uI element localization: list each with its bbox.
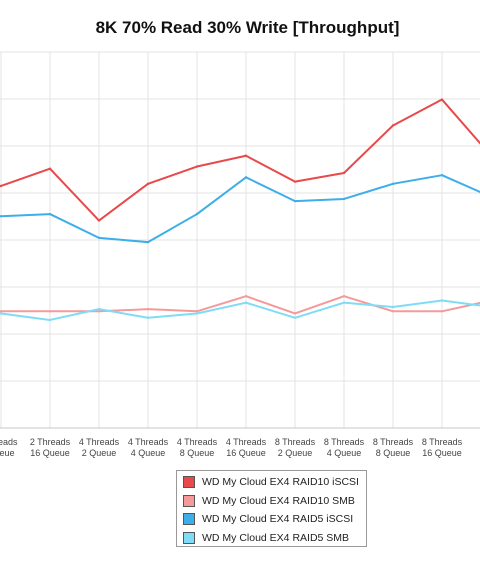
data-point <box>244 294 248 298</box>
data-point <box>0 312 3 315</box>
legend-item: WD My Cloud EX4 RAID5 SMB <box>177 529 366 548</box>
data-point <box>244 154 248 157</box>
data-point <box>195 310 199 313</box>
legend: WD My Cloud EX4 RAID10 iSCSI WD My Cloud … <box>176 470 367 547</box>
data-point <box>48 212 52 216</box>
data-point <box>146 316 150 319</box>
legend-label: WD My Cloud EX4 RAID10 iSCSI <box>202 476 359 489</box>
data-point <box>146 307 150 311</box>
x-tick-label: 4 Threads <box>177 437 218 447</box>
legend-item: WD My Cloud EX4 RAID5 iSCSI <box>177 510 366 529</box>
x-tick-label: 2 Queue <box>82 448 117 458</box>
legend-swatch <box>183 513 195 526</box>
x-tick-label: Threads <box>0 437 18 447</box>
data-point <box>293 180 297 183</box>
data-point <box>48 310 52 313</box>
data-point <box>342 301 346 304</box>
data-point <box>440 98 444 101</box>
data-point <box>244 176 248 179</box>
data-point <box>440 173 444 177</box>
data-point <box>293 199 297 203</box>
series-line-0 <box>0 98 480 222</box>
data-point <box>440 310 444 313</box>
data-point <box>0 310 3 313</box>
data-point <box>195 165 199 168</box>
legend-label: WD My Cloud EX4 RAID5 SMB <box>202 531 350 544</box>
x-tick-label: 8 Queue <box>180 448 215 458</box>
legend-label: WD My Cloud EX4 RAID5 iSCSI <box>202 513 354 526</box>
data-point <box>440 299 444 302</box>
x-tick-label: 8 Threads <box>422 437 463 447</box>
data-point <box>342 171 346 175</box>
legend-swatch <box>183 531 195 544</box>
x-tick-label: 2 Threads <box>30 437 71 447</box>
data-point <box>342 197 346 201</box>
data-point <box>146 182 150 186</box>
x-tick-label: 4 Queue <box>327 448 362 458</box>
data-point <box>391 310 395 313</box>
data-point <box>293 312 297 315</box>
x-tick-label: 16 Queue <box>226 448 266 458</box>
data-point <box>0 184 3 188</box>
legend-label: WD My Cloud EX4 RAID10 SMB <box>202 494 355 507</box>
data-point <box>146 240 150 244</box>
x-tick-label: 4 Queue <box>131 448 166 458</box>
series-line-3 <box>0 299 480 321</box>
x-tick-label: 2 Queue <box>278 448 313 458</box>
data-point <box>97 219 101 222</box>
data-point <box>391 305 395 309</box>
data-point <box>0 215 3 218</box>
data-point <box>244 301 248 304</box>
data-point <box>293 316 297 319</box>
x-tick-label: 8 Threads <box>373 437 414 447</box>
data-point <box>48 318 52 322</box>
data-point <box>97 307 101 311</box>
x-tick-label: Queue <box>0 448 15 458</box>
x-tick-label: 4 Threads <box>128 437 169 447</box>
data-point <box>97 310 101 313</box>
legend-swatch <box>183 494 195 507</box>
x-tick-label: 16 Queue <box>422 448 462 458</box>
data-point <box>391 124 395 127</box>
data-point <box>195 212 199 216</box>
x-tick-label: 8 Threads <box>275 437 316 447</box>
legend-swatch <box>183 476 195 489</box>
x-tick-label: 4 Threads <box>226 437 267 447</box>
data-point <box>195 312 199 315</box>
x-tick-label: 8 Queue <box>376 448 411 458</box>
series-line-2 <box>0 174 480 244</box>
chart-title: 8K 70% Read 30% Write [Throughput] <box>95 18 400 37</box>
x-tick-label: 8 Threads <box>324 437 365 447</box>
data-point <box>48 167 52 170</box>
data-point <box>97 236 101 240</box>
legend-item: WD My Cloud EX4 RAID10 iSCSI <box>177 473 366 492</box>
x-tick-label: 16 Queue <box>30 448 70 458</box>
data-point <box>342 294 346 298</box>
x-tick-label: 4 Threads <box>79 437 120 447</box>
data-point <box>391 182 395 186</box>
legend-item: WD My Cloud EX4 RAID10 SMB <box>177 492 366 511</box>
